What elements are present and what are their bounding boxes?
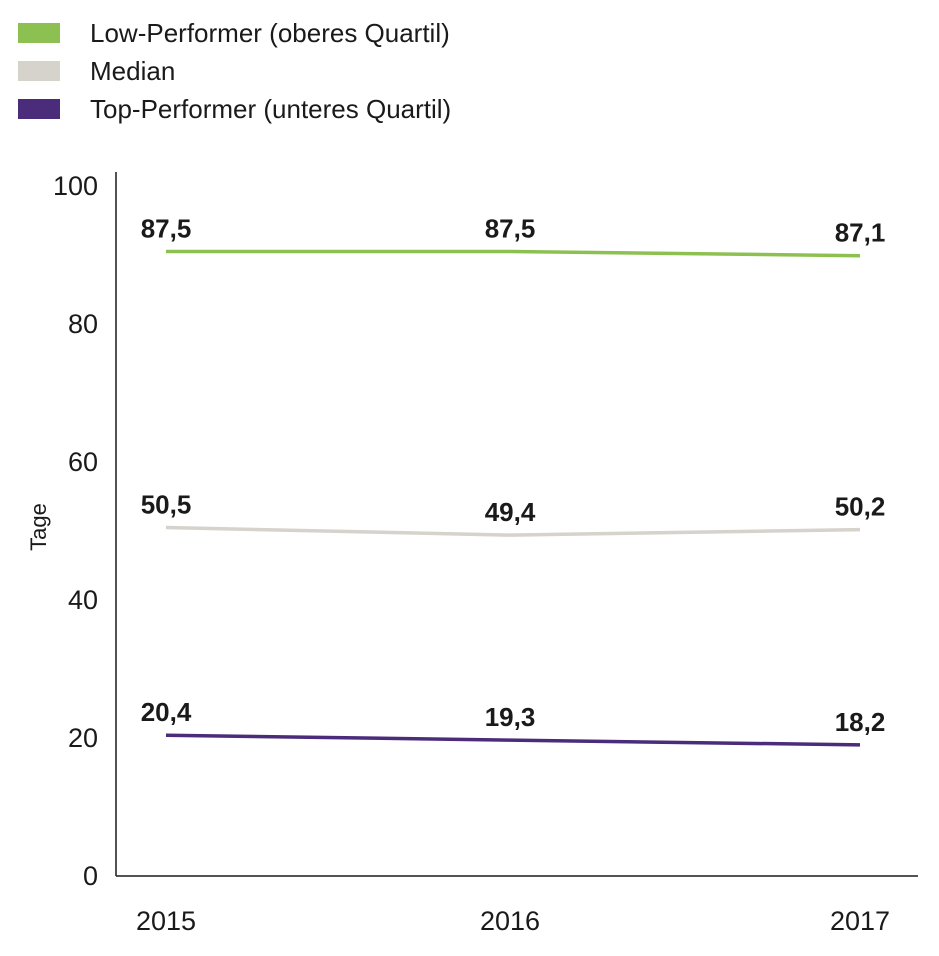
legend-label-top-performer: Top-Performer (unteres Quartil) [90,93,452,124]
data-label-top-performer: 19,3 [485,702,536,732]
legend-swatch-median [18,61,60,81]
data-label-low-performer: 87,5 [485,214,536,244]
x-tick-label: 2015 [136,906,196,936]
legend-item-median[interactable]: Median [18,52,451,90]
legend-label-median: Median [90,55,176,86]
legend: Low-Performer (oberes Quartil) Median To… [18,14,451,128]
x-tick-label: 2017 [830,906,890,936]
legend-swatch-top-performer [18,99,60,119]
y-tick-label: 0 [83,861,98,891]
data-label-low-performer: 87,5 [141,214,192,244]
y-tick-label: 100 [53,171,98,201]
x-tick-label: 2016 [480,906,540,936]
legend-item-low-performer[interactable]: Low-Performer (oberes Quartil) [18,14,451,52]
legend-item-top-performer[interactable]: Top-Performer (unteres Quartil) [18,90,451,128]
legend-label-low-performer: Low-Performer (oberes Quartil) [90,17,450,48]
y-tick-label: 40 [68,585,98,615]
data-label-top-performer: 18,2 [835,707,886,737]
series-line-top-performer [165,733,861,747]
y-tick-label: 60 [68,447,98,477]
y-tick-label: 20 [68,723,98,753]
data-label-median: 49,4 [485,497,536,527]
data-label-median: 50,2 [835,492,886,522]
data-label-median: 50,5 [141,490,192,520]
data-label-low-performer: 87,1 [835,218,886,248]
chart-axes: 0 20 40 60 80 100 2015 2016 2017 Tage [26,171,918,936]
chart-data-labels: 87,5 87,5 87,1 50,5 49,4 50,2 20,4 19,3 18,2 [141,214,886,737]
series-line-low-performer [166,249,861,258]
y-axis-title: Tage [26,503,51,551]
data-label-top-performer: 20,4 [141,697,192,727]
legend-swatch-low-performer [18,23,60,43]
series-line-median [165,525,861,537]
y-tick-label: 80 [68,309,98,339]
chart-series-lines [165,249,861,747]
